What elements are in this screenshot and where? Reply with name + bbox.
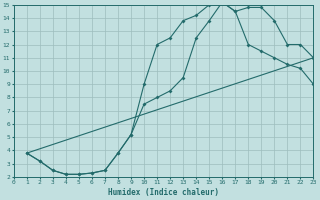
X-axis label: Humidex (Indice chaleur): Humidex (Indice chaleur): [108, 188, 219, 197]
